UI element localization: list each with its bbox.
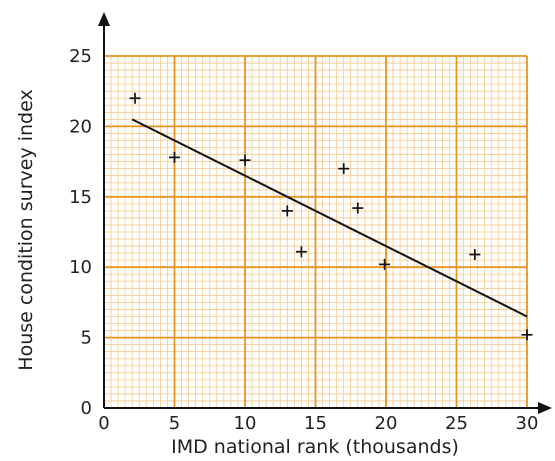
data-point xyxy=(521,329,533,341)
y-tick-label: 0 xyxy=(81,398,92,419)
tick-labels: 0 5 10 15 20 25 30 0 5 10 15 20 25 xyxy=(69,46,538,434)
axes xyxy=(98,12,552,414)
x-tick-label: 15 xyxy=(304,413,327,434)
data-point xyxy=(379,258,391,270)
y-axis-label: House condition survey index xyxy=(15,89,37,370)
x-tick-label: 30 xyxy=(516,413,539,434)
y-axis-arrowhead xyxy=(98,12,110,26)
x-axis-label: IMD national rank (thousands) xyxy=(171,436,459,458)
x-tick-label: 0 xyxy=(98,413,109,434)
data-points xyxy=(129,92,533,341)
y-tick-label: 20 xyxy=(69,116,92,137)
x-axis-arrowhead xyxy=(538,402,552,414)
x-tick-label: 10 xyxy=(234,413,257,434)
trend-line xyxy=(131,118,528,318)
y-tick-label: 25 xyxy=(69,46,92,67)
data-point xyxy=(129,92,141,104)
trend-line-group xyxy=(131,118,528,318)
data-point xyxy=(169,151,180,163)
data-point xyxy=(295,246,307,258)
x-tick-label: 25 xyxy=(445,413,468,434)
major-grid xyxy=(103,55,528,409)
y-tick-label: 5 xyxy=(81,328,92,349)
x-tick-label: 5 xyxy=(169,413,180,434)
y-tick-label: 15 xyxy=(69,187,92,208)
data-point xyxy=(352,202,364,214)
data-point xyxy=(469,249,481,261)
data-point xyxy=(239,154,251,166)
data-point xyxy=(281,205,293,217)
data-point xyxy=(338,163,350,175)
y-tick-label: 10 xyxy=(69,257,92,278)
x-tick-label: 20 xyxy=(375,413,398,434)
